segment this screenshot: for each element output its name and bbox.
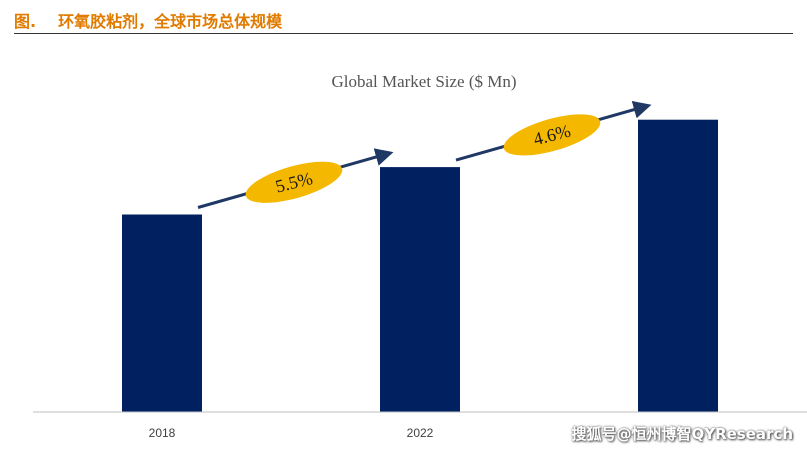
bar — [638, 119, 718, 412]
chart-title: Global Market Size ($ Mn) — [331, 72, 516, 91]
growth-badge — [245, 161, 343, 203]
bars-group — [122, 119, 718, 412]
figure-header: 图. 环氧胶粘剂，全球市场总体规模 — [14, 8, 282, 32]
x-tick-label: 2022 — [407, 426, 434, 440]
header-divider — [14, 33, 793, 34]
growth-badge — [503, 114, 601, 156]
bar — [122, 214, 202, 412]
growth-annotations: 5.5%4.6% — [197, 100, 652, 209]
x-axis-labels: 2018 2022 — [149, 426, 434, 440]
bar — [380, 167, 460, 412]
figure-number: 图. — [14, 12, 37, 31]
x-tick-label: 2018 — [149, 426, 176, 440]
figure-caption: 环氧胶粘剂，全球市场总体规模 — [58, 12, 283, 31]
watermark: 搜狐号@恒州博智QYResearch — [571, 425, 793, 443]
